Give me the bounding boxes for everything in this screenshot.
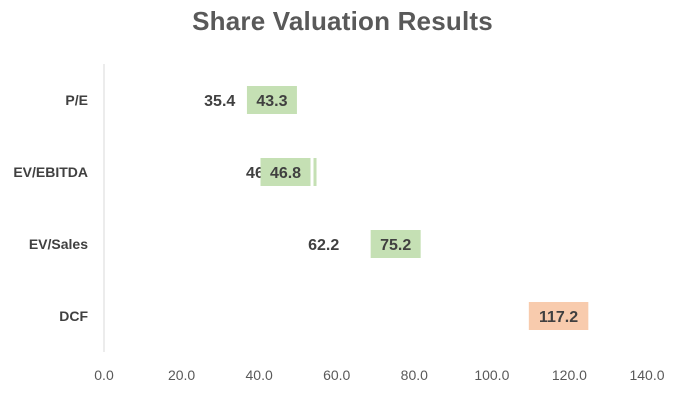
x-tick-label: 40.0 [246, 367, 273, 383]
x-tick-label: 140.0 [629, 367, 664, 383]
x-tick-label: 60.0 [323, 367, 350, 383]
category-label: DCF [59, 308, 88, 324]
data-label-high: 117.2 [539, 309, 578, 326]
data-label-high: 43.3 [256, 93, 287, 110]
category-label: EV/EBITDA [13, 164, 88, 180]
x-tick-label: 80.0 [401, 367, 428, 383]
data-label-low: 62.2 [308, 237, 339, 254]
data-label-high: 46.8 [270, 165, 301, 182]
x-tick-label: 20.0 [168, 367, 195, 383]
data-label-high-box [528, 302, 589, 330]
data-label-high-box [370, 230, 421, 258]
chart-title: Share Valuation Results [192, 6, 493, 36]
data-label-high-box [260, 158, 311, 186]
bar-range-edge [313, 158, 317, 186]
data-label-high: 75.2 [380, 237, 411, 254]
data-label-high-box [246, 86, 297, 114]
data-label-low: 35.4 [204, 93, 235, 110]
x-tick-label: 0.0 [94, 367, 114, 383]
x-tick-label: 100.0 [474, 367, 509, 383]
x-tick-label: 120.0 [552, 367, 587, 383]
category-label: EV/Sales [29, 236, 88, 252]
category-label: P/E [65, 92, 88, 108]
